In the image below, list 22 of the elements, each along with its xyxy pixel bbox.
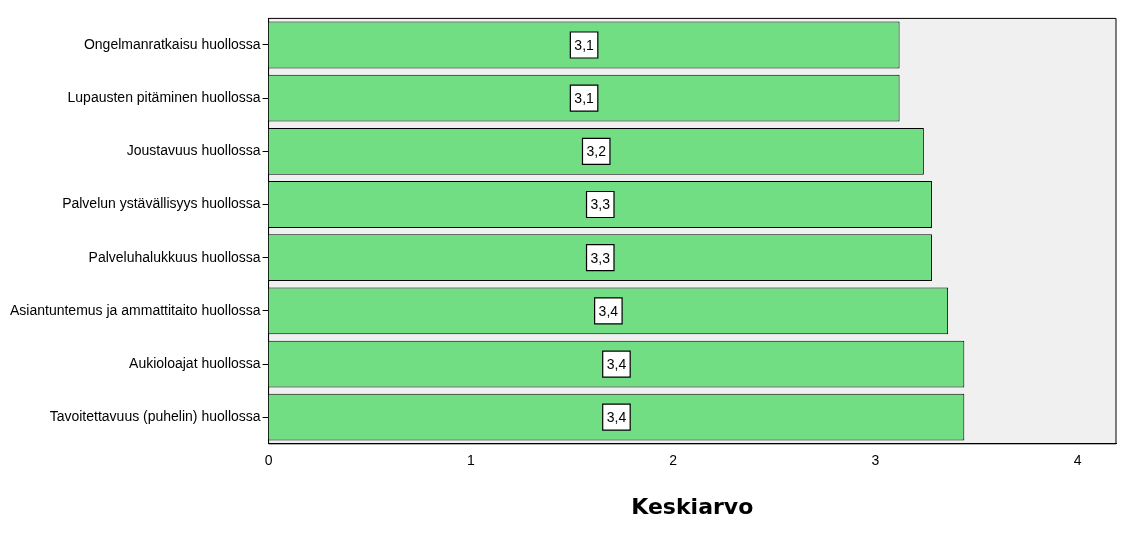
y-tick-label: Joustavuus huollossa (126, 142, 261, 159)
data-label: 3,4 (598, 302, 619, 319)
y-tick-label: Palveluhalukkuus huollossa (88, 248, 261, 265)
data-label: 3,2 (586, 143, 607, 160)
x-tick-label: 0 (264, 452, 273, 469)
y-tick-label: Lupausten pitäminen huollossa (67, 89, 261, 106)
data-label: 3,4 (606, 409, 627, 426)
y-tick-label: Ongelmanratkaisu huollossa (83, 35, 261, 52)
x-axis-title: Keskiarvo (631, 493, 754, 519)
data-label: 3,1 (574, 90, 595, 107)
x-tick-label: 3 (871, 452, 880, 469)
data-label: 3,1 (574, 36, 595, 53)
x-tick-label: 4 (1073, 452, 1082, 469)
y-tick-label: Tavoitettavuus (puhelin) huollossa (49, 408, 261, 425)
y-tick-label: Asiantuntemus ja ammattitaito huollossa (9, 301, 261, 318)
data-label: 3,3 (590, 249, 611, 266)
x-tick-label: 2 (669, 452, 678, 469)
y-tick-label: Palvelun ystävällisyys huollossa (62, 195, 261, 212)
data-label: 3,3 (590, 196, 611, 213)
y-tick-label: Aukioloajat huollossa (129, 354, 261, 371)
data-label: 3,4 (606, 355, 627, 372)
x-tick-label: 1 (466, 452, 475, 469)
